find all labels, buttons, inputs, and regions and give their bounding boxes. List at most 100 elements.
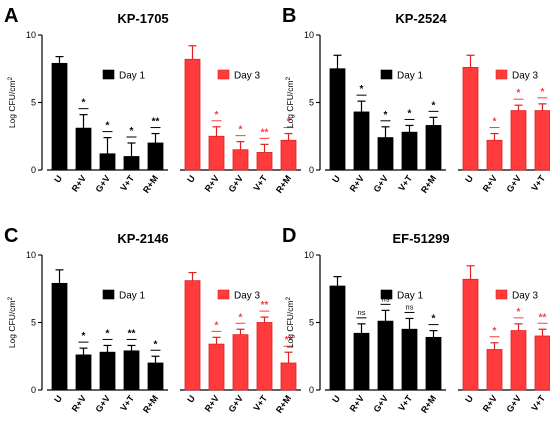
- bar: [486, 139, 503, 171]
- x-tick-label: R+M: [274, 393, 293, 415]
- y-tick-label: 10: [26, 30, 36, 40]
- x-tick-label: R+M: [141, 393, 160, 415]
- x-tick-label: R+V: [70, 393, 88, 413]
- legend-swatch: [217, 69, 230, 80]
- legend-label: Day 3: [234, 71, 261, 82]
- x-tick-label: G+V: [504, 173, 523, 194]
- bar: [51, 62, 68, 171]
- significance-label: *: [82, 98, 86, 109]
- x-tick-label: R+V: [481, 173, 499, 193]
- x-tick-label: U: [463, 173, 475, 184]
- panel-letter: B: [282, 5, 296, 27]
- bar: [123, 156, 140, 171]
- x-tick-label: U: [463, 393, 475, 404]
- significance-label: **: [128, 328, 136, 339]
- x-tick-label: U: [52, 173, 64, 184]
- chart-title: EF-51299: [392, 231, 449, 246]
- y-axis-label-text: Log CFU/cm: [285, 80, 295, 128]
- panel-letter: C: [4, 225, 18, 247]
- significance-label: *: [130, 126, 134, 137]
- y-tick-label: 10: [304, 30, 314, 40]
- significance-label: *: [215, 110, 219, 121]
- y-tick-label: 10: [304, 250, 314, 260]
- legend-label: Day 1: [397, 71, 424, 82]
- y-tick-label: 0: [31, 165, 36, 175]
- significance-label: *: [239, 125, 243, 136]
- significance-label: *: [432, 314, 436, 325]
- x-tick-label: U: [52, 393, 64, 404]
- legend-label: Day 1: [119, 291, 146, 302]
- significance-label: *: [82, 331, 86, 342]
- y-tick-label: 5: [309, 98, 314, 108]
- legend-label: Day 3: [512, 71, 539, 82]
- y-axis-label-superscript: 2: [285, 76, 292, 80]
- bar: [534, 335, 550, 391]
- significance-label: ns: [358, 308, 366, 317]
- bar: [280, 139, 297, 171]
- legend-label: Day 3: [512, 291, 539, 302]
- significance-label: **: [539, 312, 547, 323]
- significance-label: **: [261, 127, 269, 138]
- significance-label: *: [493, 117, 497, 128]
- bar: [510, 330, 527, 391]
- significance-label: **: [285, 335, 293, 346]
- x-tick-label: U: [330, 173, 342, 184]
- x-tick-label: G+V: [93, 393, 112, 414]
- significance-label: *: [154, 339, 158, 350]
- significance-label: *: [239, 312, 243, 323]
- significance-label: *: [432, 100, 436, 111]
- bar: [232, 334, 249, 391]
- bar: [99, 351, 116, 391]
- x-tick-label: V+T: [251, 173, 269, 193]
- bar: [208, 343, 225, 391]
- x-tick-label: G+V: [371, 173, 390, 194]
- legend-swatch: [102, 289, 115, 300]
- bar: [147, 362, 164, 391]
- x-tick-label: U: [185, 173, 197, 184]
- y-tick-label: 0: [309, 385, 314, 395]
- legend-label: Day 1: [397, 291, 424, 302]
- bar: [184, 58, 201, 171]
- x-tick-label: R+V: [203, 393, 221, 413]
- bar: [75, 354, 92, 391]
- x-tick-label: V+T: [396, 393, 414, 413]
- x-tick-label: V+T: [118, 393, 136, 413]
- x-tick-label: V+T: [529, 393, 547, 413]
- y-tick-label: 10: [26, 250, 36, 260]
- significance-label: *: [287, 117, 291, 128]
- bar: [75, 127, 92, 171]
- bar: [184, 280, 201, 391]
- x-tick-label: G+V: [226, 173, 245, 194]
- bar: [401, 328, 418, 391]
- x-tick-label: G+V: [226, 393, 245, 414]
- bar: [425, 125, 442, 171]
- chart-title: KP-1705: [117, 11, 168, 26]
- y-axis-label-text: Log CFU/cm: [285, 300, 295, 348]
- y-tick-label: 5: [31, 318, 36, 328]
- bar: [534, 110, 550, 171]
- bar: [377, 320, 394, 391]
- legend-swatch: [495, 69, 508, 80]
- legend-swatch: [380, 69, 393, 80]
- legend-label: Day 1: [119, 71, 146, 82]
- bar: [329, 68, 346, 171]
- legend-swatch: [380, 289, 393, 300]
- y-axis-label: Log CFU/cm2: [7, 296, 17, 348]
- bar: [377, 137, 394, 171]
- y-axis-label-superscript: 2: [7, 76, 14, 80]
- x-tick-label: V+T: [118, 173, 136, 193]
- bar: [51, 282, 68, 391]
- significance-label: *: [106, 328, 110, 339]
- x-tick-label: G+V: [93, 173, 112, 194]
- x-tick-label: R+V: [481, 393, 499, 413]
- x-tick-label: R+V: [348, 173, 366, 193]
- bar: [486, 349, 503, 391]
- bar: [147, 142, 164, 171]
- bar: [208, 135, 225, 171]
- significance-label: *: [408, 108, 412, 119]
- legend-swatch: [217, 289, 230, 300]
